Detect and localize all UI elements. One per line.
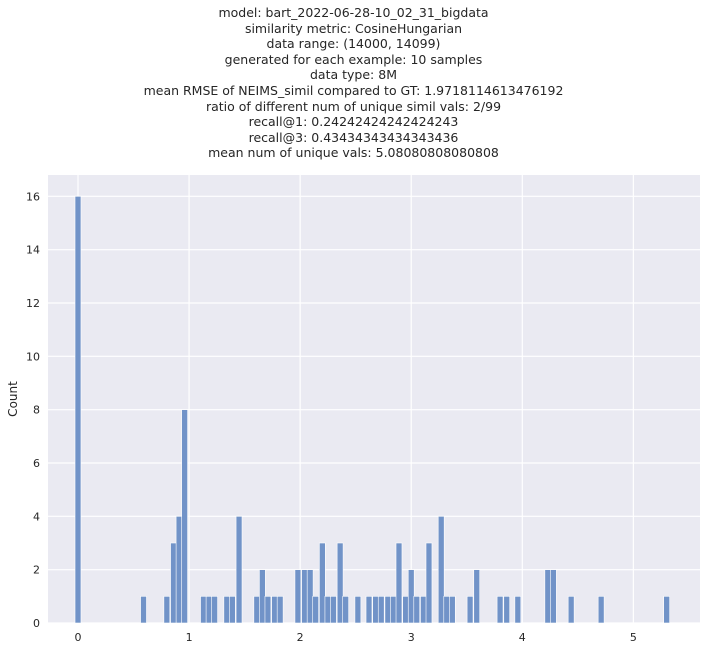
y-axis-label: Count [6,381,20,417]
histogram-bar [544,569,552,624]
histogram-bar [663,596,670,624]
histogram-bar [567,596,575,624]
title-line: data type: 8M [310,67,397,83]
x-tick-label: 3 [408,631,415,644]
histogram-bar [425,542,433,624]
y-tick-labels: 0 2 4 6 8 10 12 14 16 [26,190,40,630]
title-line: mean RMSE of NEIMS_simil compared to GT:… [143,82,564,98]
x-tick-label: 0 [74,631,81,644]
histogram-bar [372,596,379,624]
y-tick-label: 10 [26,350,40,363]
histogram-bar [276,596,284,624]
histogram-bar [294,569,302,624]
title-line: model: bart_2022-06-28-10_02_31_bigdata [218,5,489,20]
histogram-bar [306,569,314,624]
x-tick-label: 5 [630,631,637,644]
histogram-bar [437,516,445,624]
histogram-bar [223,596,231,624]
histogram-bar [550,569,557,624]
histogram-bar [473,569,481,624]
histogram-bar [163,596,171,624]
histogram-bar [253,596,261,624]
y-tick-label: 12 [26,297,40,310]
histogram-bar [229,596,236,624]
histogram-bar [324,596,332,624]
histogram-bar [181,409,188,624]
histogram-bar [384,596,392,624]
title-line: ratio of different num of unique simil v… [205,98,502,114]
histogram-bar [407,569,415,624]
histogram-bar [365,596,373,624]
y-tick-label: 8 [33,404,40,417]
histogram-bar [449,596,456,624]
title-line: similarity metric: CosineHungarian [244,20,463,36]
histogram-bar [259,569,266,624]
histogram-bar [140,596,147,624]
histogram-bar [354,596,362,624]
histogram-bar [342,596,349,624]
histogram-bar [235,516,243,624]
histogram-bar [205,596,213,624]
plot-area [48,175,700,623]
histogram-bar [377,596,385,624]
bars [74,196,670,624]
chart-title: model: bart_2022-06-28-10_02_31_bigdata s… [0,5,707,161]
histogram-bar [466,596,474,624]
y-tick-label: 2 [33,564,40,577]
x-tick-label: 1 [186,631,193,644]
histogram-bar [402,596,409,624]
x-tick-label: 4 [519,631,526,644]
histogram-bar [74,196,82,624]
y-tick-label: 6 [33,457,40,470]
histogram-bar [312,596,319,624]
histogram-bar [319,542,326,624]
x-tick-labels: 0 1 2 3 4 5 [74,631,636,644]
histogram-bar [301,569,308,624]
histogram-bar [264,596,272,624]
y-tick-label: 0 [33,617,40,630]
histogram-bar [330,596,337,624]
histogram-bar [170,542,177,624]
y-tick-label: 4 [33,510,40,523]
histogram-bar [413,596,421,624]
title-line: recall@3: 0.43434343434343436 [248,129,459,145]
histogram-bar [200,596,207,624]
histogram-bar [597,596,605,624]
histogram-bar [336,542,344,624]
x-tick-label: 2 [297,631,304,644]
histogram-bar [390,596,397,624]
title-line: generated for each example: 10 samples [224,51,483,67]
y-tick-label: 16 [26,190,40,203]
title-line: recall@1: 0.24242424242424243 [248,114,459,130]
histogram-bar [420,596,427,624]
y-tick-label: 14 [26,244,40,257]
histogram-bar [514,596,522,624]
title-line: data range: (14000, 14099) [266,36,441,52]
histogram-bar [211,596,218,624]
histogram-bar [503,596,511,624]
histogram-bar [395,542,403,624]
title-line: mean num of unique vals: 5.0808080808080… [208,145,499,161]
histogram-bar [496,596,504,624]
histogram-bar [271,596,278,624]
histogram-bar [175,516,183,624]
histogram-bar [443,596,451,624]
